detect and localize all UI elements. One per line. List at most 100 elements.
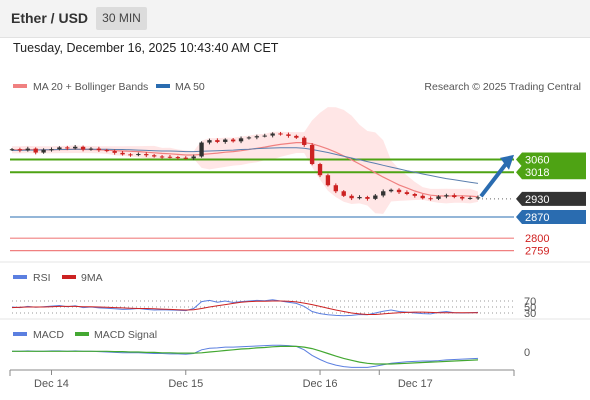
candle-body bbox=[120, 152, 125, 155]
macd-tick-0: 0 bbox=[524, 347, 530, 359]
credit-text: Research © 2025 Trading Central bbox=[424, 81, 581, 93]
level-label-2930: 2930 bbox=[525, 194, 549, 206]
candle-body bbox=[25, 148, 30, 151]
level-box-2870 bbox=[516, 210, 586, 224]
rsi-tick-70: 70 bbox=[524, 296, 536, 308]
macd-signal-swatch bbox=[75, 332, 89, 336]
legend-rsi: RSI 9MA bbox=[13, 272, 103, 284]
macd-panel: 0 bbox=[12, 344, 530, 368]
ma50-swatch bbox=[156, 84, 170, 88]
rsi-ma-legend-label: 9MA bbox=[81, 272, 103, 284]
instrument-title: Ether / USD bbox=[11, 10, 89, 26]
candle-body bbox=[9, 149, 15, 151]
candle-body bbox=[325, 175, 331, 186]
timestamp: Tuesday, December 16, 2025 10:43:40 AM C… bbox=[13, 41, 279, 55]
time-axis: Dec 14 Dec 15 Dec 16 Dec 17 bbox=[9, 369, 515, 390]
macd-signal-line bbox=[12, 345, 479, 365]
candle-body bbox=[41, 149, 46, 153]
candle-body bbox=[175, 157, 181, 159]
candle-body bbox=[73, 146, 78, 149]
macd-legend-label: MACD bbox=[33, 329, 64, 341]
candle-body bbox=[104, 150, 109, 152]
candle-body bbox=[420, 195, 425, 199]
candle-body bbox=[49, 149, 54, 151]
candle-body bbox=[475, 197, 481, 199]
candle-body bbox=[215, 140, 220, 142]
candle-body bbox=[65, 147, 70, 149]
candle-body bbox=[33, 148, 38, 153]
candle-body bbox=[286, 134, 291, 136]
candle-body bbox=[278, 133, 283, 135]
legend-ma50: MA 50 bbox=[156, 81, 205, 93]
rsi-ma-swatch bbox=[62, 275, 76, 279]
level-box-2930 bbox=[516, 191, 586, 206]
candle-body bbox=[404, 192, 410, 194]
interval-button[interactable]: 30 MIN bbox=[96, 7, 147, 30]
candle-body bbox=[159, 156, 165, 158]
ma20-legend-label: MA 20 + Bollinger Bands bbox=[33, 81, 148, 93]
level-label-2870: 2870 bbox=[525, 212, 549, 224]
candle-body bbox=[317, 164, 323, 176]
price-candles bbox=[9, 131, 481, 201]
rsi-tick-30: 30 bbox=[524, 308, 536, 320]
candle-body bbox=[191, 156, 196, 159]
forecast-arrow-head bbox=[500, 154, 514, 170]
candle-body bbox=[436, 196, 441, 199]
x-tick-label: Dec 16 bbox=[303, 378, 338, 390]
candle-body bbox=[167, 156, 173, 158]
candle-body bbox=[444, 195, 449, 197]
level-label-3060: 3060 bbox=[525, 155, 549, 167]
forecast-arrow-shaft bbox=[479, 162, 508, 198]
level-label-2800: 2800 bbox=[525, 233, 549, 245]
candle-body bbox=[412, 194, 417, 196]
candle-body bbox=[88, 148, 94, 150]
candle-body bbox=[230, 139, 236, 142]
candle-body bbox=[144, 154, 149, 156]
level-box-3060 bbox=[516, 152, 586, 167]
candle-body bbox=[223, 139, 228, 142]
candle-body bbox=[333, 185, 339, 192]
ma20-swatch bbox=[13, 84, 27, 88]
candle-body bbox=[452, 195, 457, 198]
rsi-tick-50: 50 bbox=[524, 302, 536, 314]
x-tick-label: Dec 15 bbox=[168, 378, 203, 390]
candle-body bbox=[428, 198, 433, 200]
candle-body bbox=[302, 137, 307, 145]
chart-header: Ether / USD 30 MIN bbox=[0, 0, 590, 38]
x-tick-label: Dec 17 bbox=[398, 378, 433, 390]
candle-body bbox=[396, 189, 402, 193]
candle-body bbox=[207, 140, 212, 143]
candle-body bbox=[365, 197, 370, 199]
price-levels bbox=[10, 158, 514, 252]
candle-body bbox=[151, 155, 157, 157]
candle-body bbox=[381, 191, 386, 196]
candle-body bbox=[246, 137, 252, 139]
candle-body bbox=[467, 197, 473, 199]
candle-body bbox=[373, 195, 378, 199]
candle-body bbox=[80, 146, 86, 150]
candle-body bbox=[357, 197, 362, 199]
candle-body bbox=[294, 135, 299, 138]
macd-swatch bbox=[13, 332, 27, 336]
candle-body bbox=[199, 142, 204, 157]
candle-body bbox=[183, 157, 188, 159]
rsi-legend-label: RSI bbox=[33, 272, 51, 284]
ma50-legend-label: MA 50 bbox=[175, 81, 205, 93]
level-box-3018 bbox=[516, 165, 586, 180]
macd-signal-legend-label: MACD Signal bbox=[94, 329, 157, 341]
legend-ma20: MA 20 + Bollinger Bands bbox=[13, 81, 148, 93]
candle-body bbox=[136, 154, 141, 156]
candle-body bbox=[96, 148, 102, 151]
candle-body bbox=[349, 195, 354, 199]
rsi-ma-line bbox=[11, 300, 478, 315]
candle-body bbox=[112, 151, 117, 153]
candle-body bbox=[238, 138, 244, 142]
candle-body bbox=[128, 154, 133, 156]
candle-body bbox=[262, 135, 267, 137]
rsi-swatch bbox=[13, 275, 27, 279]
legend-macd: MACD MACD Signal bbox=[13, 329, 157, 341]
candle-body bbox=[309, 144, 315, 165]
